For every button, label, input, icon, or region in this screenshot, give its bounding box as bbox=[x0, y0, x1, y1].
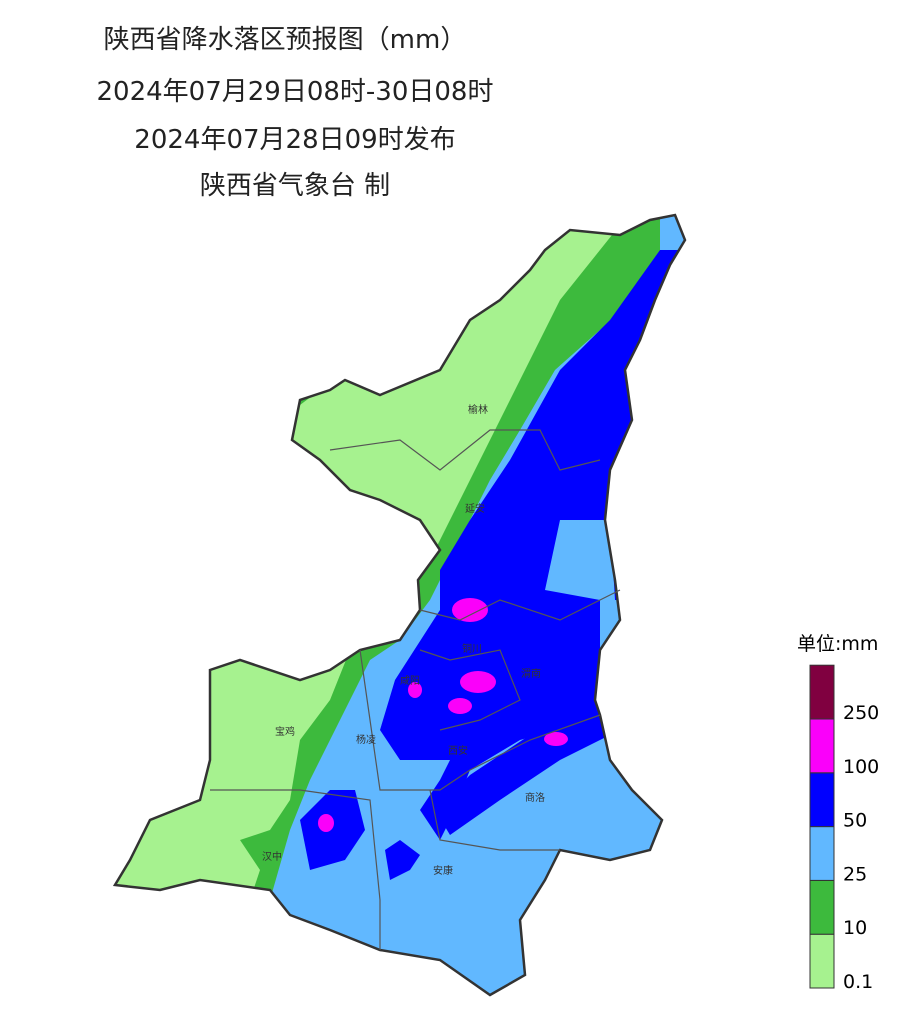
legend-label: 25 bbox=[843, 863, 867, 885]
city-label: 榆林 bbox=[468, 403, 488, 416]
rain-100 bbox=[544, 732, 568, 746]
legend-swatch bbox=[809, 718, 835, 774]
legend-label: 0.1 bbox=[843, 971, 873, 993]
rain-100 bbox=[448, 698, 472, 714]
rain-100 bbox=[318, 814, 334, 832]
city-label: 咸阳 bbox=[400, 675, 420, 687]
legend: 0.1 10 25 50 100 250 bbox=[809, 664, 879, 993]
rain-100 bbox=[452, 598, 488, 622]
city-label: 渭南 bbox=[521, 667, 541, 680]
rain-100 bbox=[460, 671, 496, 693]
period: 2024年07月29日08时-30日08时 bbox=[97, 77, 494, 107]
city-label: 宝鸡 bbox=[275, 725, 295, 738]
legend-swatch bbox=[809, 826, 835, 881]
rain-50 bbox=[385, 840, 420, 880]
city-label: 杨凌 bbox=[356, 733, 376, 746]
city-label: 汉中 bbox=[262, 850, 282, 863]
publisher: 陕西省气象台 制 bbox=[200, 171, 390, 201]
map bbox=[115, 215, 685, 995]
legend-label: 10 bbox=[843, 917, 867, 939]
rain-100 bbox=[408, 682, 422, 698]
legend-swatch bbox=[809, 664, 835, 720]
legend-swatch bbox=[809, 772, 835, 828]
legend-label: 100 bbox=[843, 756, 879, 778]
city-label: 铜川 bbox=[462, 643, 482, 655]
legend-label: 250 bbox=[843, 702, 879, 724]
rain-50 bbox=[380, 250, 685, 840]
city-label: 延安 bbox=[465, 502, 485, 515]
rain-50 bbox=[300, 790, 365, 870]
city-borders bbox=[210, 429, 621, 950]
issued: 2024年07月28日09时发布 bbox=[134, 125, 455, 155]
legend-label: 50 bbox=[843, 810, 867, 832]
city-label: 安康 bbox=[433, 864, 453, 877]
legend-title: 单位:mm bbox=[797, 633, 878, 655]
title: 陕西省降水落区预报图（mm） bbox=[104, 25, 467, 55]
city-label: 商洛 bbox=[525, 791, 545, 804]
legend-swatch bbox=[809, 879, 835, 935]
legend-swatch bbox=[809, 933, 835, 989]
city-label: 西安 bbox=[448, 744, 468, 757]
